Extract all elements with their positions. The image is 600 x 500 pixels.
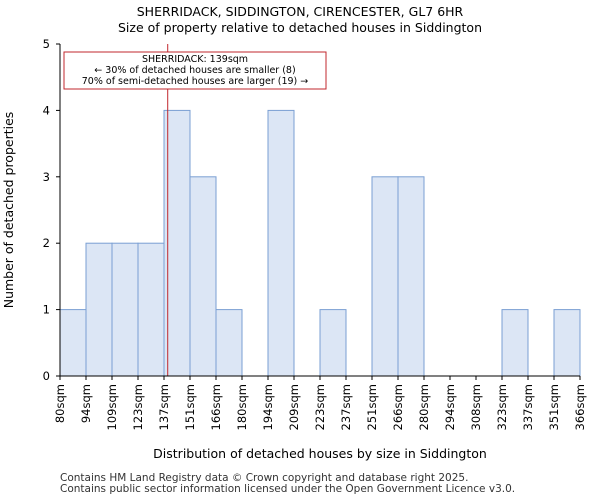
footer-line-1: Contains HM Land Registry data © Crown c… bbox=[60, 472, 469, 484]
chart-subtitle: Size of property relative to detached ho… bbox=[118, 20, 482, 35]
bar-266sqm bbox=[397, 176, 425, 377]
y-ticks: 0 1 2 3 4 5 bbox=[43, 37, 60, 383]
y-tick-label: 3 bbox=[43, 170, 50, 184]
x-tick-label: 366sqm bbox=[573, 384, 587, 430]
annotation-box bbox=[63, 51, 327, 90]
x-tick-label: 351sqm bbox=[547, 384, 561, 430]
annotation-line-3: 70% of semi-detached houses are larger (… bbox=[82, 76, 309, 87]
bars-group bbox=[59, 109, 581, 377]
x-tick-label: 80sqm bbox=[53, 384, 67, 423]
x-tick-label: 137sqm bbox=[157, 384, 171, 430]
chart-title: SHERRIDACK, SIDDINGTON, CIRENCESTER, GL7… bbox=[137, 4, 464, 19]
x-tick-label: 223sqm bbox=[313, 384, 327, 430]
x-tick-label: 123sqm bbox=[131, 384, 145, 430]
x-tick-label: 251sqm bbox=[365, 384, 379, 430]
bar-351sqm bbox=[553, 309, 581, 377]
x-tick-label: 180sqm bbox=[235, 384, 249, 430]
x-tick-label: 194sqm bbox=[261, 384, 275, 430]
y-tick-label: 4 bbox=[43, 103, 50, 117]
bar-123sqm bbox=[137, 242, 165, 377]
bar-80sqm bbox=[59, 309, 87, 377]
x-tick-label: 337sqm bbox=[521, 384, 535, 430]
x-tick-label: 294sqm bbox=[443, 384, 457, 430]
x-tick-label: 266sqm bbox=[391, 384, 405, 430]
x-axis-label: Distribution of detached houses by size … bbox=[153, 446, 487, 461]
x-tick-label: 109sqm bbox=[105, 384, 119, 430]
x-tick-label: 308sqm bbox=[469, 384, 483, 430]
x-tick-label: 94sqm bbox=[79, 384, 93, 423]
bar-94sqm bbox=[85, 242, 113, 377]
y-tick-label: 0 bbox=[43, 369, 50, 383]
x-tick-label: 151sqm bbox=[183, 384, 197, 430]
y-tick-label: 5 bbox=[43, 37, 50, 51]
x-tick-label: 237sqm bbox=[339, 384, 353, 430]
x-tick-label: 166sqm bbox=[209, 384, 223, 430]
bar-194sqm bbox=[267, 109, 295, 377]
x-ticks: 80sqm 94sqm 109sqm 123sqm 137sqm 151sqm 166sqm… bbox=[53, 376, 587, 430]
bar-223sqm bbox=[319, 309, 347, 377]
footer-line-2: Contains public sector information licen… bbox=[60, 483, 516, 495]
y-tick-label: 1 bbox=[43, 303, 50, 317]
bar-166sqm bbox=[215, 309, 243, 377]
x-tick-label: 209sqm bbox=[287, 384, 301, 430]
bar-323sqm bbox=[501, 309, 529, 377]
y-tick-label: 2 bbox=[43, 236, 50, 250]
bar-151sqm bbox=[189, 176, 217, 377]
x-tick-label: 280sqm bbox=[417, 384, 431, 430]
bar-251sqm bbox=[371, 176, 399, 377]
annotation-line-1: SHERRIDACK: 139sqm bbox=[142, 54, 248, 65]
annotation-line-2: ← 30% of detached houses are smaller (8) bbox=[94, 65, 295, 76]
x-tick-label: 323sqm bbox=[495, 384, 509, 430]
bar-137sqm bbox=[163, 109, 191, 377]
y-axis-label: Number of detached properties bbox=[1, 112, 16, 309]
bar-109sqm bbox=[111, 242, 139, 377]
